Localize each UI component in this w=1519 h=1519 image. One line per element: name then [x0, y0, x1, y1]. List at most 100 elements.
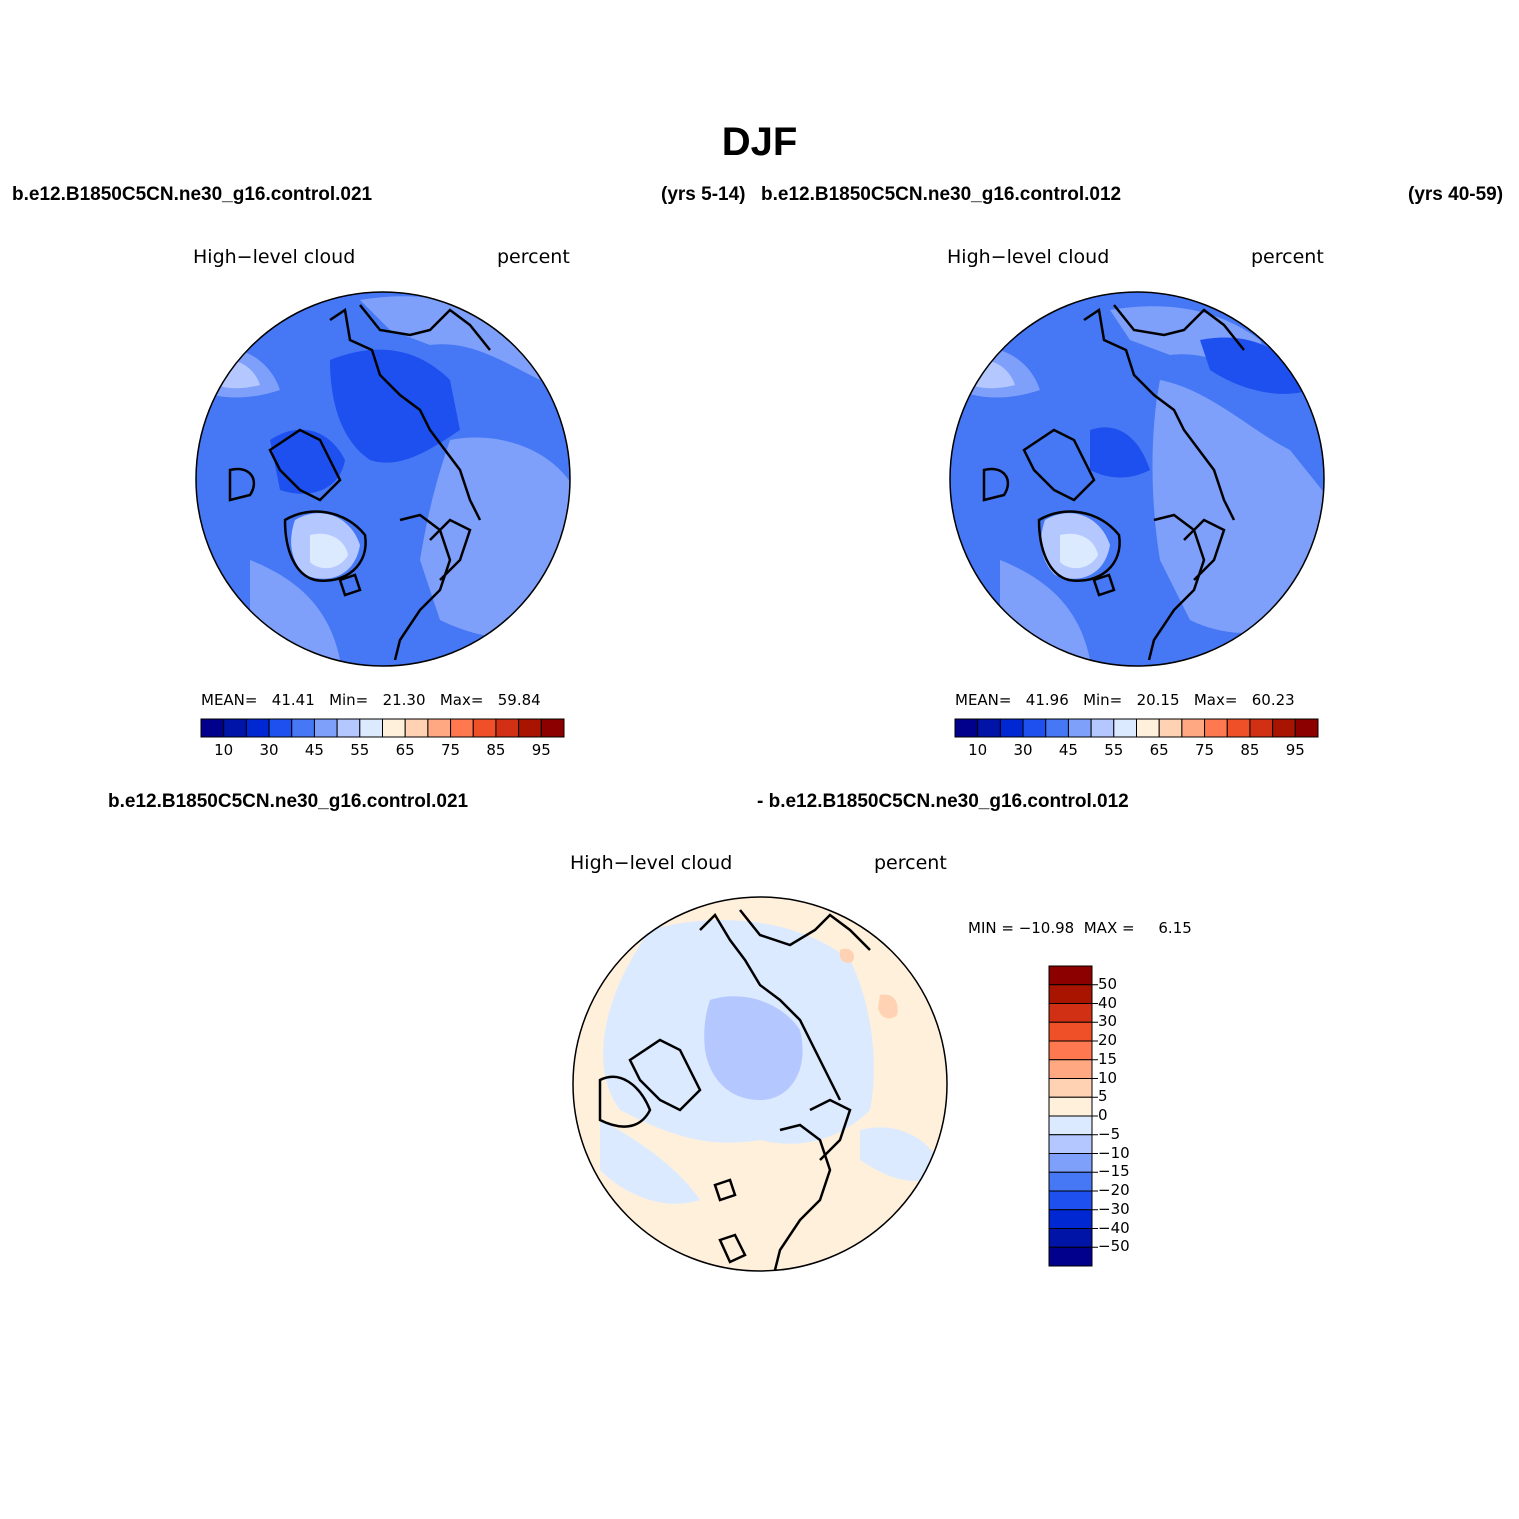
diff-colorbar-tick-label: −40: [1098, 1218, 1130, 1237]
left-polar-map: [196, 292, 570, 666]
diff-colorbar-tick-label: −50: [1098, 1237, 1130, 1256]
diff-colorbar-tick-label: 20: [1098, 1031, 1118, 1049]
right-colorbar-tick-label: 30: [1013, 741, 1033, 759]
diff-case-a: b.e12.B1850C5CN.ne30_g16.control.021: [108, 791, 469, 812]
diff-case-b: - b.e12.B1850C5CN.ne30_g16.control.012: [757, 791, 1129, 812]
left-units-label: percent: [497, 246, 570, 268]
right-colorbar-swatch: [1226, 718, 1251, 738]
right-colorbar-tick-label: 10: [968, 741, 988, 759]
diff-colorbar-swatch: [1048, 1171, 1093, 1192]
diff-colorbar-tick-label: −5: [1098, 1124, 1121, 1143]
right-case-name: b.e12.B1850C5CN.ne30_g16.control.012: [761, 184, 1122, 205]
right-colorbar-swatch: [1181, 718, 1206, 738]
left-stats: MEAN= 41.41 Min= 21.30 Max= 59.84: [201, 691, 541, 709]
diff-colorbar-swatch: [1048, 984, 1093, 1004]
diff-colorbar-swatch: [1048, 1246, 1093, 1267]
right-coastlines: [982, 304, 1245, 661]
diff-colorbar-swatch: [1048, 1059, 1093, 1079]
left-variable-label: High−level cloud: [193, 246, 356, 268]
diff-colorbar-tick-label: −10: [1098, 1143, 1130, 1162]
diff-colorbar-tick-label: 50: [1098, 974, 1118, 993]
season-title: DJF: [721, 120, 798, 164]
right-colorbar-swatch: [1045, 718, 1069, 738]
left-case-years: (yrs 5-14): [661, 184, 746, 205]
diff-colorbar-tick-label: 30: [1098, 1012, 1118, 1031]
diff-colorbar-swatch: [1048, 1190, 1093, 1211]
left-colorbar-swatch: [427, 718, 452, 738]
diff-colorbar-tick-label: 10: [1098, 1068, 1118, 1087]
diff-colorbar-tick-label: 5: [1098, 1087, 1108, 1106]
right-colorbar-tick-label: 85: [1240, 741, 1260, 759]
left-colorbar-swatch: [359, 718, 383, 738]
right-colorbar-swatch: [954, 718, 979, 738]
right-units-label: percent: [1251, 246, 1324, 268]
right-colorbar-swatch: [1090, 718, 1115, 738]
left-colorbar-swatch: [336, 718, 361, 738]
left-colorbar-tick-label: 45: [304, 741, 324, 759]
left-colorbar-tick-label: 30: [259, 741, 279, 759]
left-colorbar-tick-label: 10: [214, 741, 234, 759]
left-colorbar-swatch: [382, 718, 406, 738]
diff-colorbar-swatch: [1048, 1096, 1093, 1117]
right-colorbar-tick-label: 65: [1149, 741, 1169, 759]
left-colorbar-swatch: [472, 718, 497, 738]
diff-colorbar-swatch: [1048, 1003, 1093, 1023]
left-colorbar-swatch: [450, 718, 474, 738]
left-colorbar-tick-label: 65: [395, 741, 415, 759]
left-colorbar-tick-label: 75: [441, 741, 461, 759]
right-colorbar-swatch: [1136, 718, 1160, 738]
left-colorbar: [200, 718, 565, 738]
diff-colorbar-tick-label: −20: [1098, 1181, 1130, 1199]
diff-colorbar: [1048, 965, 1098, 1267]
left-colorbar-swatch: [200, 718, 225, 738]
left-colorbar-swatch: [518, 718, 542, 738]
right-colorbar-swatch: [977, 718, 1001, 738]
left-colorbar-tick-label: 55: [350, 741, 370, 759]
right-case-years: (yrs 40-59): [1408, 184, 1504, 205]
diff-colorbar-tick-label: −15: [1098, 1162, 1130, 1181]
diff-colorbar-tick-label: −30: [1098, 1199, 1130, 1218]
diff-colorbar-swatch: [1048, 1134, 1093, 1154]
diff-minmax: MIN = −10.98 MAX = 6.15: [968, 919, 1192, 937]
right-colorbar-swatch: [1249, 718, 1274, 738]
left-map-border: [195, 291, 571, 667]
left-colorbar-swatch: [223, 718, 247, 738]
right-colorbar-swatch: [1204, 718, 1228, 738]
right-polar-map: [950, 292, 1324, 666]
diff-variable-label: High−level cloud: [570, 852, 733, 874]
right-colorbar-swatch: [1113, 718, 1137, 738]
right-variable-label: High−level cloud: [947, 246, 1110, 268]
left-colorbar-swatch: [291, 718, 315, 738]
diff-units-label: percent: [874, 852, 947, 874]
right-colorbar: [954, 718, 1319, 738]
right-colorbar-swatch: [1294, 718, 1319, 738]
diff-polar-map: [573, 897, 947, 1271]
diff-colorbar-tick-label: 40: [1098, 993, 1118, 1012]
diff-colorbar-swatch: [1048, 1115, 1093, 1136]
diff-colorbar-swatch: [1048, 1153, 1093, 1173]
right-colorbar-swatch: [1022, 718, 1047, 738]
diff-colorbar-swatch: [1048, 1078, 1093, 1098]
left-colorbar-tick-label: 95: [531, 741, 551, 759]
diff-colorbar-tick-label: 15: [1098, 1049, 1118, 1068]
right-stats: MEAN= 41.96 Min= 20.15 Max= 60.23: [955, 691, 1295, 709]
left-colorbar-swatch: [540, 718, 565, 738]
diff-map-border: [572, 896, 948, 1272]
right-colorbar-tick-label: 45: [1058, 741, 1078, 759]
left-colorbar-swatch: [313, 718, 338, 738]
diff-colorbar-swatch: [1048, 1209, 1093, 1229]
right-colorbar-swatch: [1067, 718, 1092, 738]
left-case-name: b.e12.B1850C5CN.ne30_g16.control.021: [12, 184, 373, 205]
left-colorbar-swatch: [245, 718, 270, 738]
right-colorbar-tick-label: 75: [1195, 741, 1215, 759]
right-colorbar-swatch: [1272, 718, 1296, 738]
diff-colorbar-tick-label: 0: [1098, 1106, 1108, 1124]
diff-colorbar-swatch: [1048, 1040, 1093, 1061]
left-colorbar-swatch: [404, 718, 429, 738]
right-colorbar-tick-label: 55: [1104, 741, 1124, 759]
right-map-border: [949, 291, 1325, 667]
left-colorbar-swatch: [495, 718, 520, 738]
right-colorbar-tick-label: 95: [1285, 741, 1305, 759]
diff-colorbar-swatch: [1048, 1021, 1093, 1042]
